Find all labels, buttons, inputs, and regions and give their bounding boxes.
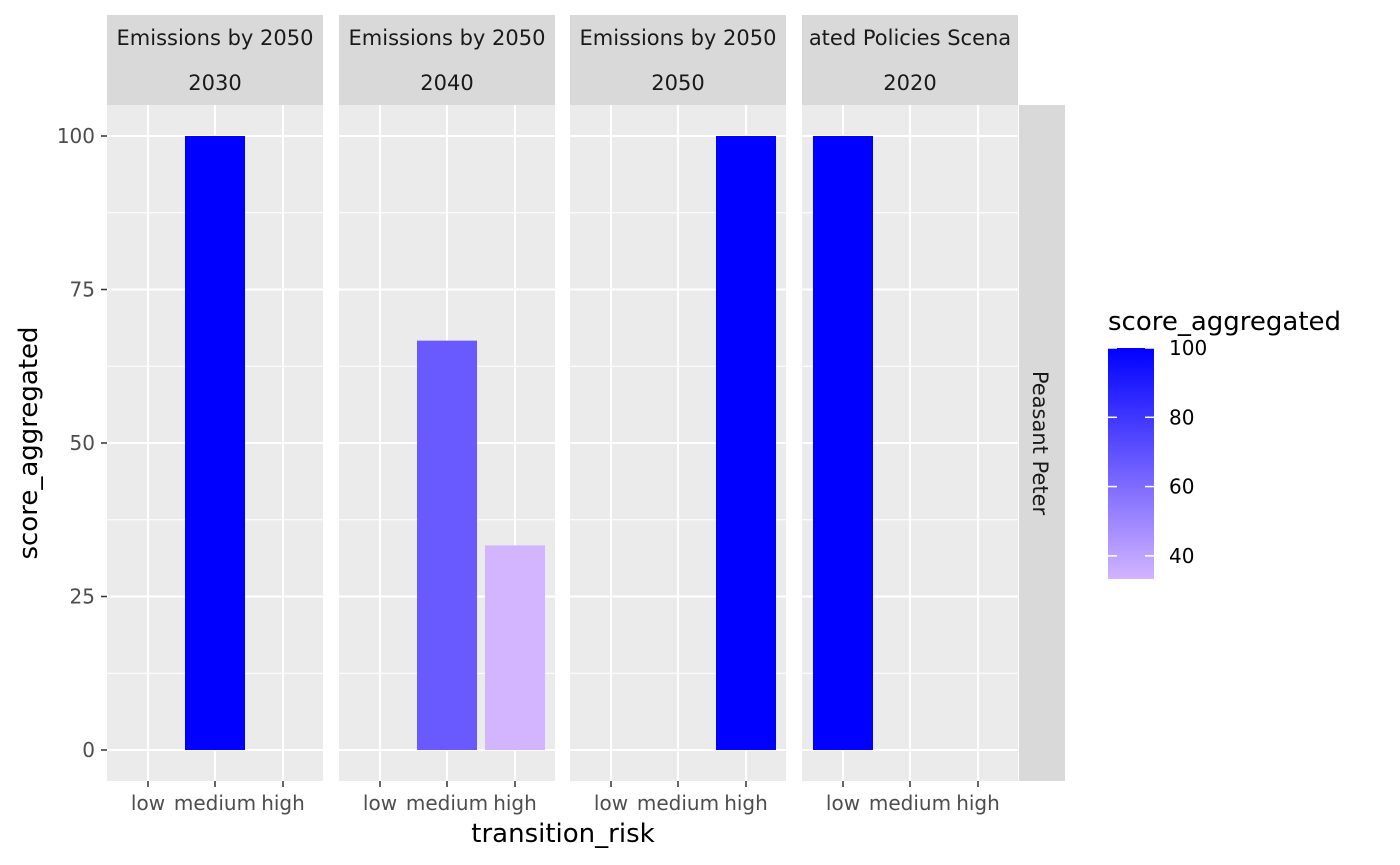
legend-colorbar <box>1108 348 1154 579</box>
facet-strip-background <box>570 15 786 105</box>
facet-strip-title: Emissions by 2050 <box>117 26 314 50</box>
x-tick-label: high <box>493 791 537 815</box>
facet-strip-year: 2050 <box>651 71 704 95</box>
x-tick-label: high <box>261 791 305 815</box>
facet-panel: Emissions by 2050 2030 low medium high <box>107 15 323 815</box>
y-tick-label: 75 <box>70 278 95 302</box>
bar-high <box>485 545 545 750</box>
x-tick-label: high <box>724 791 768 815</box>
legend-tick-label: 60 <box>1169 475 1194 499</box>
bar-medium <box>185 136 245 750</box>
bar-medium <box>417 340 477 750</box>
row-facet-strip: Peasant Peter <box>1019 105 1065 781</box>
facet-strip-year: 2040 <box>420 71 473 95</box>
bar-high <box>716 136 776 750</box>
facet-strip-background <box>107 15 323 105</box>
facet-panel: ated Policies Scena 2020 low medium high <box>802 15 1018 815</box>
legend-tick-label: 100 <box>1169 336 1207 360</box>
y-tick-label: 0 <box>82 738 95 762</box>
facet-strip-title: ated Policies Scena <box>809 26 1011 50</box>
x-tick-label: high <box>956 791 1000 815</box>
facet-strip-year: 2020 <box>883 71 936 95</box>
facet-panel: Emissions by 2050 2040 low medium high <box>339 15 555 815</box>
x-tick-label: low <box>826 791 860 815</box>
x-tick-label: low <box>363 791 397 815</box>
y-tick-label: 100 <box>57 124 95 148</box>
row-strip-label: Peasant Peter <box>1028 371 1052 516</box>
x-tick-label: medium <box>174 791 256 815</box>
bar-low <box>813 136 873 750</box>
y-axis: 0 25 50 75 100 <box>57 124 107 762</box>
y-tick-label: 50 <box>70 431 95 455</box>
x-tick-label: medium <box>406 791 488 815</box>
facet-strip-title: Emissions by 2050 <box>349 26 546 50</box>
x-tick-label: medium <box>869 791 951 815</box>
facet-panel: Emissions by 2050 2050 low medium high <box>570 15 786 815</box>
x-axis-title: transition_risk <box>471 819 654 849</box>
facet-strip-title: Emissions by 2050 <box>580 26 777 50</box>
legend-tick-label: 40 <box>1169 544 1194 568</box>
facet-strip-background <box>802 15 1018 105</box>
legend-tick-label: 80 <box>1169 405 1194 429</box>
legend-title: score_aggregated <box>1108 307 1341 337</box>
facet-strip-year: 2030 <box>188 71 241 95</box>
x-tick-label: low <box>131 791 165 815</box>
facet-strip-background <box>339 15 555 105</box>
y-tick-label: 25 <box>70 585 95 609</box>
color-legend: score_aggregated 40 60 80 100 <box>1108 307 1341 579</box>
row-strip-background <box>1019 105 1065 781</box>
x-tick-label: medium <box>637 791 719 815</box>
x-tick-label: low <box>594 791 628 815</box>
y-axis-title: score_aggregated <box>14 326 44 559</box>
